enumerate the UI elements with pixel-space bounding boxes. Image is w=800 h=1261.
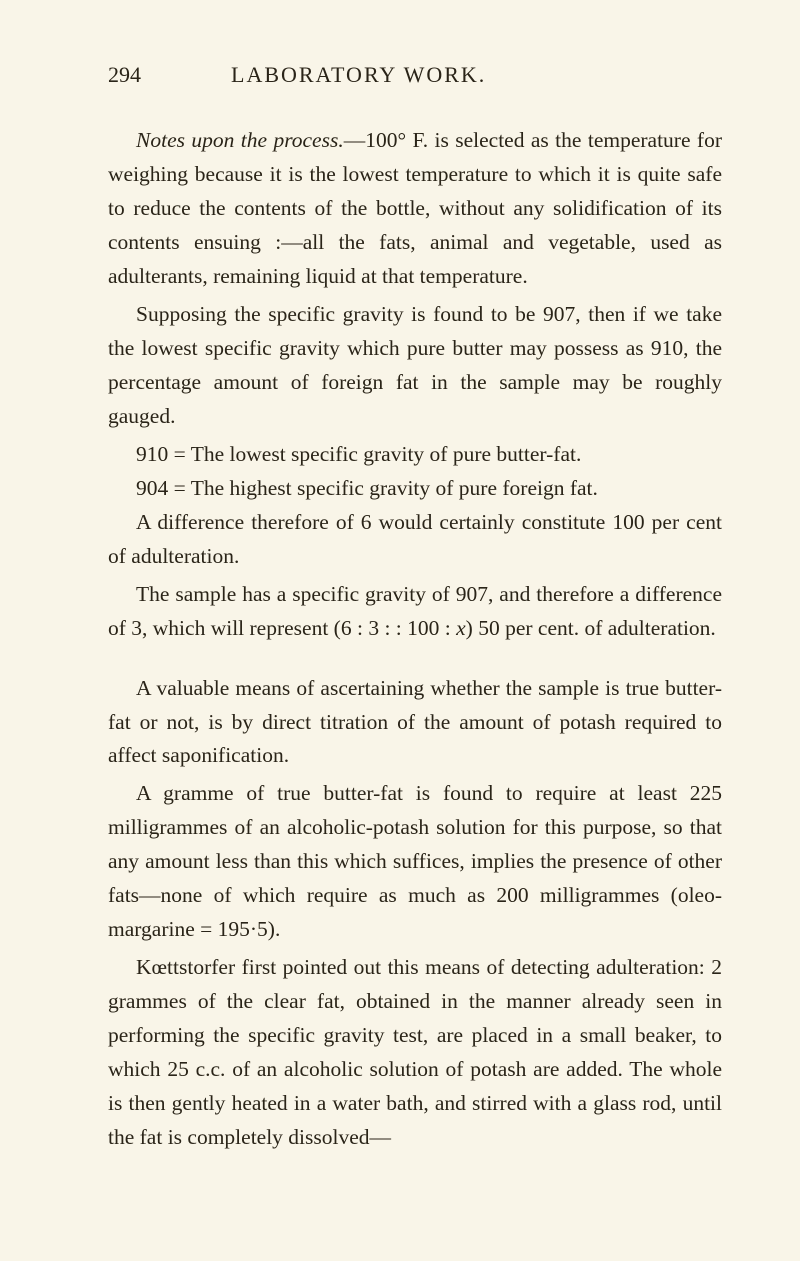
paragraph-2: Supposing the specific gravity is found … — [108, 298, 722, 434]
paragraph-6: A gramme of true butter-fat is found to … — [108, 777, 722, 947]
page-header: 294 LABORATORY WORK. — [108, 62, 722, 88]
page-number: 294 — [108, 62, 141, 88]
list-item-2: 904 = The highest specific gravity of pu… — [108, 472, 722, 506]
paragraph-5: A valuable means of ascertaining whether… — [108, 672, 722, 774]
paragraph-7: Kœttstorfer first pointed out this means… — [108, 951, 722, 1155]
spacer — [108, 650, 722, 672]
page-container: 294 LABORATORY WORK. Notes upon the proc… — [0, 0, 800, 1219]
paragraph-1: Notes upon the process.—100° F. is selec… — [108, 124, 722, 294]
page-title: LABORATORY WORK. — [231, 62, 486, 88]
paragraph-4-b: ) 50 per cent. of adulteration. — [466, 616, 716, 640]
paragraph-3: A difference therefore of 6 would certai… — [108, 506, 722, 574]
paragraph-1-lead: Notes upon the process. — [136, 128, 344, 152]
paragraph-4: The sample has a specific gravity of 907… — [108, 578, 722, 646]
paragraph-4-x: x — [456, 616, 466, 640]
list-item-1: 910 = The lowest specific gravity of pur… — [108, 438, 722, 472]
